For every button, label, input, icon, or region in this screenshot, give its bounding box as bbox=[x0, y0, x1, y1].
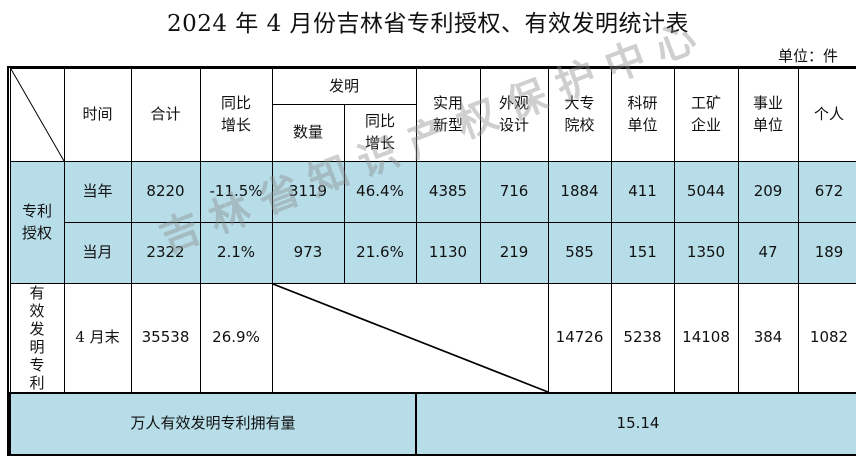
header-invention-count: 数量 bbox=[271, 104, 345, 162]
row-year-institution: 209 bbox=[737, 161, 799, 223]
row-month-time: 当月 bbox=[63, 222, 132, 284]
header-invention-yoy: 同比增长 bbox=[343, 104, 417, 162]
row-valid-institution: 384 bbox=[737, 283, 799, 394]
header-design: 外观设计 bbox=[479, 68, 549, 162]
row-month-inv-yoy: 21.6% bbox=[343, 222, 417, 284]
row-year-total: 8220 bbox=[130, 161, 201, 223]
empty-diagonal-cell bbox=[271, 283, 549, 394]
row-month-research: 151 bbox=[610, 222, 675, 284]
row-month-institution: 47 bbox=[737, 222, 799, 284]
row-valid-total: 35538 bbox=[130, 283, 201, 394]
row-year-time: 当年 bbox=[63, 161, 132, 223]
row-month-inv-count: 973 bbox=[271, 222, 345, 284]
row-month-university: 585 bbox=[547, 222, 612, 284]
page-title: 2024 年 4 月份吉林省专利授权、有效发明统计表 bbox=[166, 11, 690, 37]
row-year-utility: 4385 bbox=[415, 161, 481, 223]
row-valid-yoy: 26.9% bbox=[199, 283, 273, 394]
row-valid-industry: 14108 bbox=[673, 283, 739, 394]
per-capita-value: 15.14 bbox=[415, 392, 856, 456]
header-university: 大专院校 bbox=[547, 68, 612, 162]
row-year-yoy: -11.5% bbox=[199, 161, 273, 223]
header-institution: 事业单位 bbox=[737, 68, 799, 162]
diagonal-line bbox=[10, 69, 64, 161]
row-month-industry: 1350 bbox=[673, 222, 739, 284]
header-time: 时间 bbox=[63, 68, 132, 162]
header-research: 科研单位 bbox=[610, 68, 675, 162]
empty-diagonal-line bbox=[272, 284, 548, 392]
header-invention: 发明 bbox=[271, 68, 417, 105]
header-industry: 工矿企业 bbox=[673, 68, 739, 162]
row-month-total: 2322 bbox=[130, 222, 201, 284]
row-valid-university: 14726 bbox=[547, 283, 612, 394]
header-yoy: 同比增长 bbox=[199, 68, 273, 162]
row-valid-label: 有效发明专利 bbox=[9, 283, 65, 394]
row-year-industry: 5044 bbox=[673, 161, 739, 223]
row-year-individual: 672 bbox=[797, 161, 856, 223]
row-valid-individual: 1082 bbox=[797, 283, 856, 394]
row-month-utility: 1130 bbox=[415, 222, 481, 284]
unit-label: 单位：件 bbox=[777, 47, 838, 65]
row-month-individual: 189 bbox=[797, 222, 856, 284]
diagonal-corner-cell bbox=[9, 68, 65, 162]
row-year-inv-count: 3119 bbox=[271, 161, 345, 223]
header-utility: 实用新型 bbox=[415, 68, 481, 162]
row-year-research: 411 bbox=[610, 161, 675, 223]
row-year-university: 1884 bbox=[547, 161, 612, 223]
row-month-design: 219 bbox=[479, 222, 549, 284]
statistics-table: 时间 合计 同比增长 发明 实用新型 外观设计 大专院校 科研单位 工矿企业 事… bbox=[6, 66, 856, 456]
header-individual: 个人 bbox=[797, 68, 856, 162]
header-total: 合计 bbox=[130, 68, 201, 162]
row-month-yoy: 2.1% bbox=[199, 222, 273, 284]
group-patent-grant: 专利授权 bbox=[9, 161, 65, 284]
per-capita-label: 万人有效发明专利拥有量 bbox=[8, 392, 418, 456]
row-valid-research: 5238 bbox=[610, 283, 675, 394]
row-year-inv-yoy: 46.4% bbox=[343, 161, 417, 223]
row-valid-time: 4 月末 bbox=[63, 283, 132, 394]
row-year-design: 716 bbox=[479, 161, 549, 223]
